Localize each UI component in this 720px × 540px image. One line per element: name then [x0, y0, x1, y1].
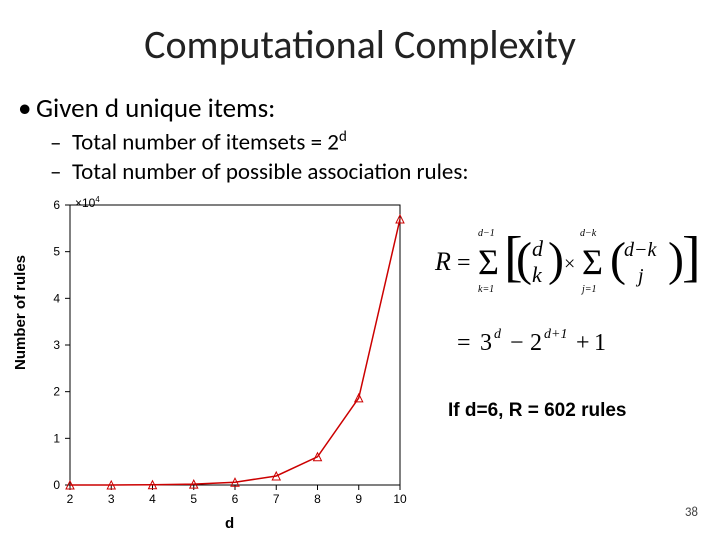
bullet-dot: •	[18, 92, 36, 125]
svg-text:3: 3	[108, 492, 115, 506]
svg-text:7: 7	[273, 492, 280, 506]
page-number: 38	[685, 505, 698, 520]
svg-text:d: d	[494, 327, 502, 342]
svg-text:6: 6	[53, 198, 60, 212]
svg-text:0: 0	[53, 478, 60, 492]
example-note: If d=6, R = 602 rules	[448, 400, 626, 422]
bullet2a-sup: d	[339, 128, 347, 146]
svg-text:R: R	[434, 247, 451, 276]
svg-text:2: 2	[530, 330, 542, 356]
svg-text:1: 1	[53, 431, 60, 445]
svg-text:10: 10	[393, 492, 407, 506]
svg-text:3: 3	[53, 338, 60, 352]
slide: Computational Complexity •Given d unique…	[0, 0, 720, 540]
svg-text:3: 3	[480, 330, 492, 356]
svg-text:5: 5	[53, 245, 60, 259]
svg-text:4: 4	[149, 492, 156, 506]
svg-text:1: 1	[594, 330, 606, 356]
bullet2a-text: Total number of itemsets = 2	[72, 129, 339, 157]
svg-text:j=1: j=1	[580, 284, 597, 295]
svg-text:(: (	[516, 233, 532, 286]
svg-text:×: ×	[564, 253, 575, 275]
svg-text:]: ]	[682, 226, 701, 288]
svg-text:=: =	[457, 330, 471, 356]
svg-text:d−k: d−k	[624, 239, 657, 261]
bullet1-text: Given d unique items:	[36, 92, 275, 125]
svg-text:k=1: k=1	[478, 284, 494, 295]
svg-text:5: 5	[190, 492, 197, 506]
svg-text:d−k: d−k	[580, 228, 597, 239]
chart-container: 0 1 2 3 4 5 6 2 3 4 5 6 7 8 9 10	[30, 195, 415, 530]
svg-text:k: k	[532, 262, 543, 287]
svg-text:6: 6	[232, 492, 239, 506]
bullet-dash: –	[50, 129, 72, 157]
svg-text:Σ: Σ	[582, 242, 603, 282]
svg-text:4: 4	[53, 291, 60, 305]
svg-text:+: +	[576, 330, 590, 356]
svg-text:): )	[548, 233, 564, 286]
chart-svg: 0 1 2 3 4 5 6 2 3 4 5 6 7 8 9 10	[30, 195, 415, 520]
chart-ylabel: Number of rules	[12, 255, 29, 370]
svg-text:=: =	[457, 250, 471, 276]
svg-text:2: 2	[53, 385, 60, 399]
svg-text:8: 8	[314, 492, 321, 506]
formula-svg: R = Σ d−1 k=1 [ ( d k ) × Σ d−k j=1	[430, 210, 705, 370]
svg-text:d: d	[532, 236, 544, 261]
bullet-dash: –	[50, 158, 72, 186]
bullet-level2-a: –Total number of itemsets = 2d	[50, 128, 347, 157]
formula-container: R = Σ d−1 k=1 [ ( d k ) × Σ d−k j=1	[430, 210, 705, 370]
svg-text:d−1: d−1	[478, 228, 495, 239]
svg-text:9: 9	[355, 492, 362, 506]
bullet-level1: •Given d unique items:	[18, 92, 275, 125]
bullet2b-text: Total number of possible association rul…	[72, 158, 468, 186]
svg-text:Σ: Σ	[478, 242, 499, 282]
svg-text:d+1: d+1	[544, 327, 567, 342]
svg-text:−: −	[510, 330, 524, 356]
page-title: Computational Complexity	[0, 20, 720, 69]
svg-text:j: j	[635, 265, 644, 287]
svg-text:2: 2	[67, 492, 74, 506]
bullet-level2-b: –Total number of possible association ru…	[50, 158, 468, 186]
